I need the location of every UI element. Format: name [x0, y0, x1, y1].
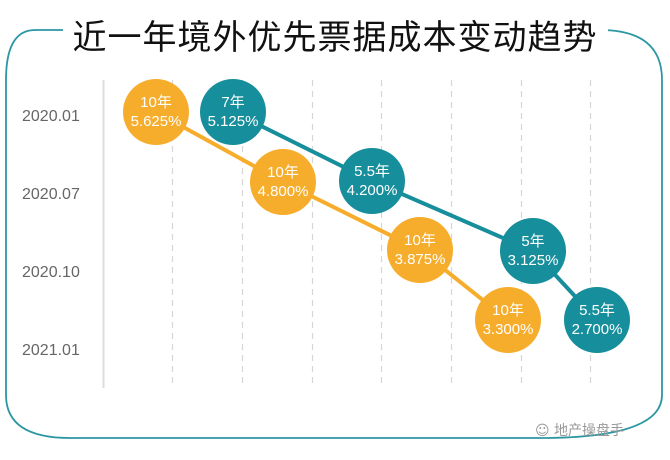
data-bubble: 7年 5.125%	[200, 79, 266, 145]
teal-series-line	[232, 110, 599, 322]
data-bubble: 10年 3.300%	[475, 287, 541, 353]
data-bubble: 5.5年 4.200%	[339, 148, 405, 214]
watermark: ☺ 地产操盘手	[535, 423, 625, 439]
y-label: 2021.01	[22, 342, 80, 359]
data-bubble: 10年 3.875%	[387, 217, 453, 283]
chart-title: 近一年境外优先票据成本变动趋势	[0, 10, 670, 59]
frame-border	[5, 29, 663, 439]
y-label: 2020.07	[22, 186, 80, 203]
data-bubble: 10年 5.625%	[123, 79, 189, 145]
orange-series-line	[155, 110, 510, 322]
data-bubble: 5.5年 2.700%	[564, 287, 630, 353]
data-bubble: 10年 4.800%	[250, 149, 316, 215]
y-label: 2020.01	[22, 108, 80, 125]
wechat-icon: ☺	[535, 423, 555, 439]
y-label: 2020.10	[22, 264, 80, 281]
data-bubble: 5年 3.125%	[500, 218, 566, 284]
